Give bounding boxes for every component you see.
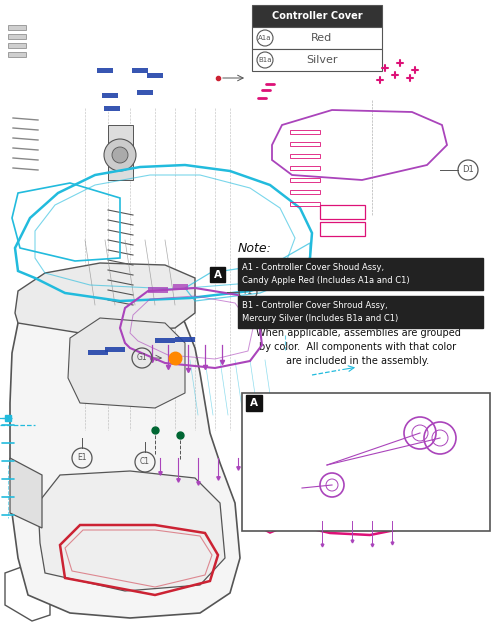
- Bar: [246, 395, 262, 411]
- Text: A: A: [250, 398, 258, 408]
- Text: G1: G1: [136, 353, 147, 363]
- Bar: [238, 296, 483, 328]
- Bar: [290, 202, 320, 206]
- Bar: [155, 338, 175, 343]
- Bar: [210, 267, 225, 282]
- Text: Red: Red: [312, 33, 332, 43]
- Bar: [104, 106, 120, 111]
- Bar: [8, 34, 26, 39]
- Bar: [242, 393, 490, 531]
- Bar: [252, 27, 382, 49]
- Polygon shape: [68, 318, 185, 408]
- Text: Controller Cover: Controller Cover: [272, 11, 362, 21]
- Bar: [137, 90, 153, 95]
- Bar: [252, 5, 382, 27]
- Text: B1 - Controller Cover Shroud Assy,
Mercury Silver (Includes B1a and C1): B1 - Controller Cover Shroud Assy, Mercu…: [242, 301, 398, 323]
- Polygon shape: [38, 471, 225, 591]
- Text: F1: F1: [244, 287, 252, 296]
- Text: A: A: [214, 270, 222, 280]
- Text: Note:: Note:: [238, 242, 272, 255]
- Text: When applicable, assemblies are grouped
by color.  All components with that colo: When applicable, assemblies are grouped …: [256, 328, 460, 366]
- Bar: [290, 130, 320, 134]
- Text: D1: D1: [462, 165, 474, 175]
- Bar: [320, 222, 365, 236]
- Circle shape: [104, 139, 136, 171]
- Bar: [252, 49, 382, 71]
- Bar: [175, 337, 195, 342]
- Bar: [290, 154, 320, 158]
- Bar: [97, 68, 113, 73]
- Bar: [102, 93, 118, 98]
- Bar: [290, 166, 320, 170]
- Polygon shape: [10, 458, 42, 528]
- Bar: [8, 43, 26, 48]
- Text: A1 - Controller Cover Shoud Assy,
Candy Apple Red (Includes A1a and C1): A1 - Controller Cover Shoud Assy, Candy …: [242, 263, 410, 285]
- Bar: [147, 73, 163, 78]
- Bar: [290, 142, 320, 146]
- Text: A1a: A1a: [258, 35, 272, 41]
- Bar: [148, 287, 168, 293]
- Bar: [105, 347, 125, 352]
- Bar: [132, 68, 148, 73]
- Text: C1: C1: [140, 458, 150, 467]
- Bar: [8, 25, 26, 30]
- Bar: [238, 258, 483, 290]
- Polygon shape: [10, 268, 240, 618]
- Bar: [320, 205, 365, 219]
- Text: B1a: B1a: [258, 57, 272, 63]
- Polygon shape: [15, 263, 195, 333]
- Bar: [290, 178, 320, 182]
- Bar: [88, 350, 108, 355]
- Text: C1: C1: [280, 436, 290, 444]
- Bar: [290, 190, 320, 194]
- Bar: [108, 125, 133, 180]
- Bar: [173, 284, 188, 290]
- Circle shape: [112, 147, 128, 163]
- Text: E1: E1: [77, 453, 87, 463]
- Bar: [8, 52, 26, 57]
- Text: Silver: Silver: [306, 55, 338, 65]
